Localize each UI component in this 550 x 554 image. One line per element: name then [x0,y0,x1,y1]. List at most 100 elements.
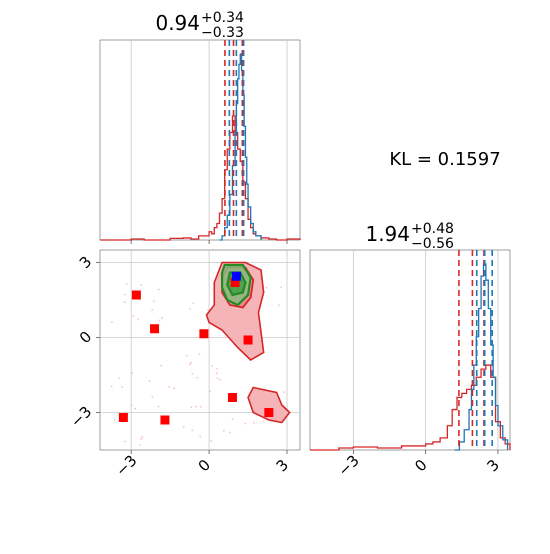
red-square-marker-4 [227,393,237,402]
p3-sample-dot [215,372,218,375]
panel1-title: 0.94 [155,11,200,35]
p3-sample-dot [113,419,116,421]
panel1-ticks [130,240,288,244]
p3-sample-dot [123,301,126,304]
p3-sample-dot [265,286,268,289]
red-contour-1 [247,386,291,424]
p2-xticklabel-1: 0 [411,456,430,475]
p3-sample-dot [216,367,219,370]
p3-sample-dot [110,385,113,388]
blue-square-marker [231,271,241,281]
red-square-marker-8 [230,278,240,287]
panel2-title-value: 1.94 [365,222,410,246]
p3-xticklabel-1: 0 [195,456,214,475]
p3-sample-dot [151,395,154,398]
panel2-histograms [310,263,511,451]
p3-sample-dot [160,364,163,367]
panel1-grid [130,40,288,240]
p3-sample-dot [253,421,256,424]
p3-sample-dot [130,404,133,407]
panel1-histograms [100,53,301,241]
p3-sample-dot [121,386,123,389]
p3-sample-dot [211,364,214,367]
p3-sample-dot [141,435,144,438]
p3-sample-dot [152,300,155,303]
p3-yticklabel-2: 3 [76,253,95,272]
p3-sample-dot [124,440,127,443]
red-square-marker-7 [160,415,170,425]
p3-sample-dot [190,361,192,364]
p3-xticklabel-0: −3 [112,451,140,479]
panel2-ticks: −3 0 3 [334,450,503,480]
p3-sample-dot [151,309,154,311]
p2-xticklabel-0: −3 [334,451,362,479]
p3-sample-dot [140,283,143,286]
p3-sample-dot [139,443,142,446]
p3-xticklabel-2: 3 [273,456,292,475]
p3-sample-dot [244,422,247,425]
p3-sample-dot [173,387,176,390]
p3-sample-dot [157,405,160,408]
joint-distribution-panel: −3 0 3 −3 0 3 [67,249,301,480]
p2-hist-series-0 [310,364,511,451]
panel2-quantile-lines [458,250,493,450]
p3-sample-dot [189,363,191,366]
marginal-histogram-param2: −3 0 3 1.94 +0.48 −0.56 [309,221,511,480]
panel2-title-minus: −0.56 [411,236,454,252]
p3-sample-dot [140,438,142,440]
p3-sample-dot [222,430,225,432]
panel1-title-value: 0.94 [155,11,200,35]
red-square-marker-0 [131,290,141,300]
p3-sample-dot [125,283,128,285]
p3-sample-dot [190,406,193,409]
p3-sample-dot [118,377,120,379]
panel3-points [118,271,274,425]
red-square-marker-5 [264,408,274,417]
p3-sample-dot [182,426,185,429]
p3-sample-dot [191,372,194,375]
p3-yticklabel-0: −3 [67,403,95,431]
p3-sample-dot [157,288,160,291]
marginal-histogram-param1: 0.94 +0.34 −0.33 [99,10,301,244]
p3-sample-dot [216,377,219,380]
p3-yticklabel-1: 0 [76,328,95,347]
panel2-frame [309,249,511,451]
panel1-title-minus: −0.33 [201,25,244,41]
red-square-marker-3 [243,335,253,345]
p3-sample-dot [123,293,126,296]
p3-sample-dot [231,418,234,421]
red-square-marker-6 [118,413,128,422]
p3-sample-dot [132,315,135,318]
p3-sample-dot [111,321,113,324]
p3-sample-dot [198,352,201,355]
p3-sample-dot [192,302,195,305]
p3-sample-dot [208,390,211,393]
p3-sample-dot [168,386,171,388]
p3-sample-dot [185,354,188,357]
panel1-frame [99,39,301,241]
p3-sample-dot [148,380,151,382]
p3-sample-dot [191,429,194,432]
p3-sample-dot [137,318,140,321]
p3-sample-dot [207,309,209,311]
p3-sample-dot [219,378,221,381]
p3-sample-dot [278,304,280,307]
panel1-quantile-lines [224,40,245,240]
p2-hist-series-1 [454,263,509,451]
p3-sample-dot [158,319,161,322]
p3-sample-dot [262,420,265,423]
p3-sample-dot [195,405,197,408]
p3-sample-dot [134,407,137,410]
p3-sample-dot [196,376,199,379]
p2-xticklabel-2: 3 [484,456,503,475]
p3-sample-dot [283,391,285,394]
panel2-title-plus: +0.48 [411,221,454,237]
panel3-frame [99,249,301,451]
kl-annotation: KL = 0.1597 [389,149,500,170]
red-square-marker-1 [150,324,160,334]
p3-sample-dot [210,440,213,442]
p1-hist-series-0 [100,115,301,241]
p3-sample-dot [161,317,164,319]
panel1-title-plus: +0.34 [201,10,244,26]
p3-sample-dot [199,435,202,438]
